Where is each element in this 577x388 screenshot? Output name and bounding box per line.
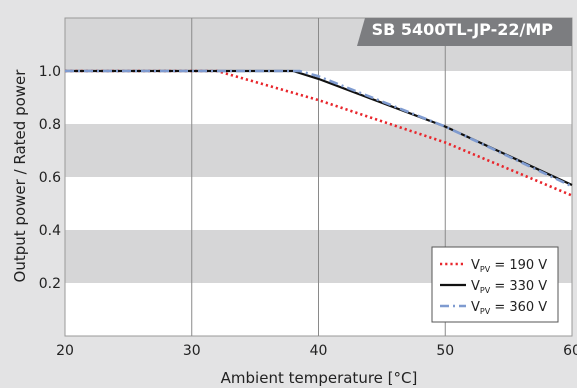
- chart-title: SB 5400TL-JP-22/MP: [372, 20, 554, 39]
- y-tick-label: 0.4: [39, 223, 61, 239]
- x-axis-label: Ambient temperature [°C]: [221, 369, 418, 387]
- legend-label: VPV = 360 V: [471, 300, 547, 316]
- x-tick-label: 20: [56, 343, 74, 359]
- series-line: [65, 69, 573, 197]
- legend-label: VPV = 190 V: [471, 258, 547, 274]
- series-line: [65, 69, 573, 188]
- x-tick-label: 40: [310, 343, 328, 359]
- y-axis-label: Output power / Rated power: [11, 69, 29, 283]
- y-tick-labels: 0.2 0.4 0.6 0.8 1.0: [39, 64, 61, 292]
- y-tick-label: 1.0: [39, 64, 61, 80]
- x-tick-label: 50: [436, 343, 454, 359]
- y-tick-label: 0.8: [39, 117, 61, 133]
- series-lines: [65, 69, 573, 197]
- x-tick-labels: 20 30 40 50 60: [56, 343, 577, 359]
- x-tick-label: 30: [183, 343, 201, 359]
- y-tick-label: 0.2: [39, 276, 61, 292]
- chart-title-box: SB 5400TL-JP-22/MP: [357, 18, 572, 46]
- x-tick-label: 60: [563, 343, 577, 359]
- legend-label: VPV = 330 V: [471, 279, 547, 295]
- chart-title-background: [357, 18, 572, 46]
- legend: VPV = 190 V VPV = 330 V VPV = 360 V: [431, 246, 559, 323]
- y-tick-label: 0.6: [39, 170, 61, 186]
